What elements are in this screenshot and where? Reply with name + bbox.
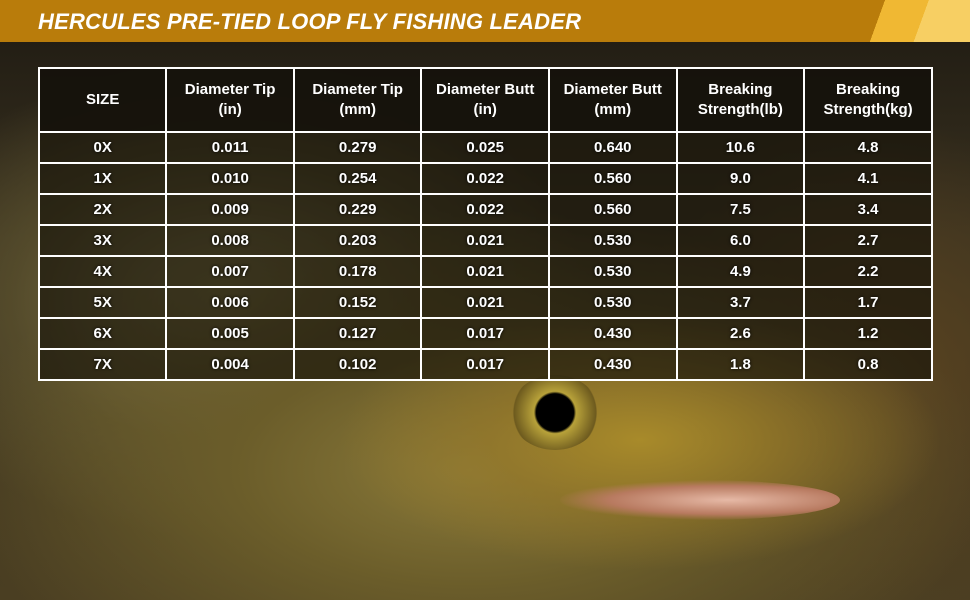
table-row: 2X 0.009 0.229 0.022 0.560 7.5 3.4 (37, 193, 933, 226)
table-cell: 0.011 (165, 131, 295, 164)
table-cell: 0.8 (803, 348, 933, 381)
table-row: 7X 0.004 0.102 0.017 0.430 1.8 0.8 (37, 348, 933, 381)
table-cell: 0.560 (547, 162, 678, 195)
table-header-row: SIZE Diameter Tip (in) Diameter Tip (mm) Diam… (37, 67, 933, 133)
column-header-text: Breaking (708, 81, 773, 98)
size-cell: 1X (37, 162, 168, 195)
table-cell: 0.152 (292, 286, 423, 319)
column-header: Diameter Butt (in) (420, 67, 550, 133)
size-cell: 7X (37, 348, 168, 381)
table-cell: 0.022 (420, 193, 550, 226)
size-cell: 6X (37, 317, 168, 350)
table-cell: 0.009 (165, 193, 295, 226)
table-cell: 0.203 (292, 224, 423, 257)
column-header-text: Diameter Butt (436, 81, 535, 98)
column-header: Breaking Strength(lb) (675, 67, 806, 133)
column-header: Diameter Tip (mm) (292, 67, 423, 133)
table-cell: 0.530 (547, 224, 678, 257)
table-cell: 0.229 (292, 193, 423, 226)
table-row: 0X 0.011 0.279 0.025 0.640 10.6 4.8 (37, 131, 933, 164)
table-cell: 0.017 (420, 317, 550, 350)
column-header-text: (mm) (594, 101, 632, 118)
size-cell: 4X (37, 255, 168, 288)
table-cell: 0.021 (420, 286, 550, 319)
banner-accent-stripe (850, 0, 970, 42)
table-cell: 0.560 (547, 193, 678, 226)
table-cell: 0.102 (292, 348, 423, 381)
table-cell: 0.005 (165, 317, 295, 350)
table-cell: 0.021 (420, 224, 550, 257)
table-cell: 0.004 (165, 348, 295, 381)
trout-eye (510, 375, 600, 450)
size-cell: 2X (37, 193, 168, 226)
table-cell: 4.8 (803, 131, 933, 164)
column-header-text: Diameter Tip (312, 81, 403, 98)
table-cell: 0.430 (547, 317, 678, 350)
table-row: 3X 0.008 0.203 0.021 0.530 6.0 2.7 (37, 224, 933, 257)
column-header-text: Strength(kg) (823, 101, 913, 118)
table-cell: 3.4 (803, 193, 933, 226)
table-cell: 0.006 (165, 286, 295, 319)
table-cell: 0.530 (547, 286, 678, 319)
trout-mouth (560, 480, 840, 520)
column-header-text: (in) (473, 101, 497, 118)
table-cell: 0.430 (547, 348, 678, 381)
table-cell: 0.025 (420, 131, 550, 164)
table-cell: 6.0 (675, 224, 806, 257)
table-cell: 4.1 (803, 162, 933, 195)
table-cell: 1.8 (675, 348, 806, 381)
table-cell: 1.7 (803, 286, 933, 319)
table-cell: 0.022 (420, 162, 550, 195)
table-cell: 10.6 (675, 131, 806, 164)
table-cell: 0.021 (420, 255, 550, 288)
column-header: Diameter Butt (mm) (547, 67, 678, 133)
column-header-text: (mm) (339, 101, 376, 118)
table-cell: 0.127 (292, 317, 423, 350)
table-cell: 7.5 (675, 193, 806, 226)
table-cell: 0.640 (547, 131, 678, 164)
table-row: 6X 0.005 0.127 0.017 0.430 2.6 1.2 (37, 317, 933, 350)
table-cell: 1.2 (803, 317, 933, 350)
table-cell: 0.007 (165, 255, 295, 288)
spec-table: SIZE Diameter Tip (in) Diameter Tip (mm) Diam… (37, 67, 933, 381)
title-banner: HERCULES PRE-TIED LOOP FLY FISHING LEADE… (0, 0, 970, 42)
column-header-text: SIZE (85, 91, 120, 108)
page-title: HERCULES PRE-TIED LOOP FLY FISHING LEADE… (38, 9, 582, 34)
table-cell: 2.7 (803, 224, 933, 257)
size-cell: 5X (37, 286, 168, 319)
column-header-text: Strength(lb) (697, 101, 783, 118)
column-header: Diameter Tip (in) (165, 67, 295, 133)
table-cell: 0.254 (292, 162, 423, 195)
table-cell: 2.2 (803, 255, 933, 288)
table-cell: 0.279 (292, 131, 423, 164)
table-row: 5X 0.006 0.152 0.021 0.530 3.7 1.7 (37, 286, 933, 319)
table-cell: 0.008 (165, 224, 295, 257)
table-cell: 4.9 (675, 255, 806, 288)
column-header: SIZE (37, 67, 168, 133)
table-cell: 9.0 (675, 162, 806, 195)
column-header: Breaking Strength(kg) (803, 67, 933, 133)
table-row: 4X 0.007 0.178 0.021 0.530 4.9 2.2 (37, 255, 933, 288)
table-row: 1X 0.010 0.254 0.022 0.560 9.0 4.1 (37, 162, 933, 195)
table-cell: 0.010 (165, 162, 295, 195)
column-header-text: Breaking (836, 81, 901, 98)
size-cell: 3X (37, 224, 168, 257)
table-cell: 2.6 (675, 317, 806, 350)
table-cell: 0.530 (547, 255, 678, 288)
table-cell: 0.178 (292, 255, 423, 288)
table-cell: 3.7 (675, 286, 806, 319)
column-header-text: (in) (218, 101, 242, 118)
size-cell: 0X (37, 131, 168, 164)
column-header-text: Diameter Tip (184, 81, 276, 98)
column-header-text: Diameter Butt (563, 81, 662, 98)
table-cell: 0.017 (420, 348, 550, 381)
